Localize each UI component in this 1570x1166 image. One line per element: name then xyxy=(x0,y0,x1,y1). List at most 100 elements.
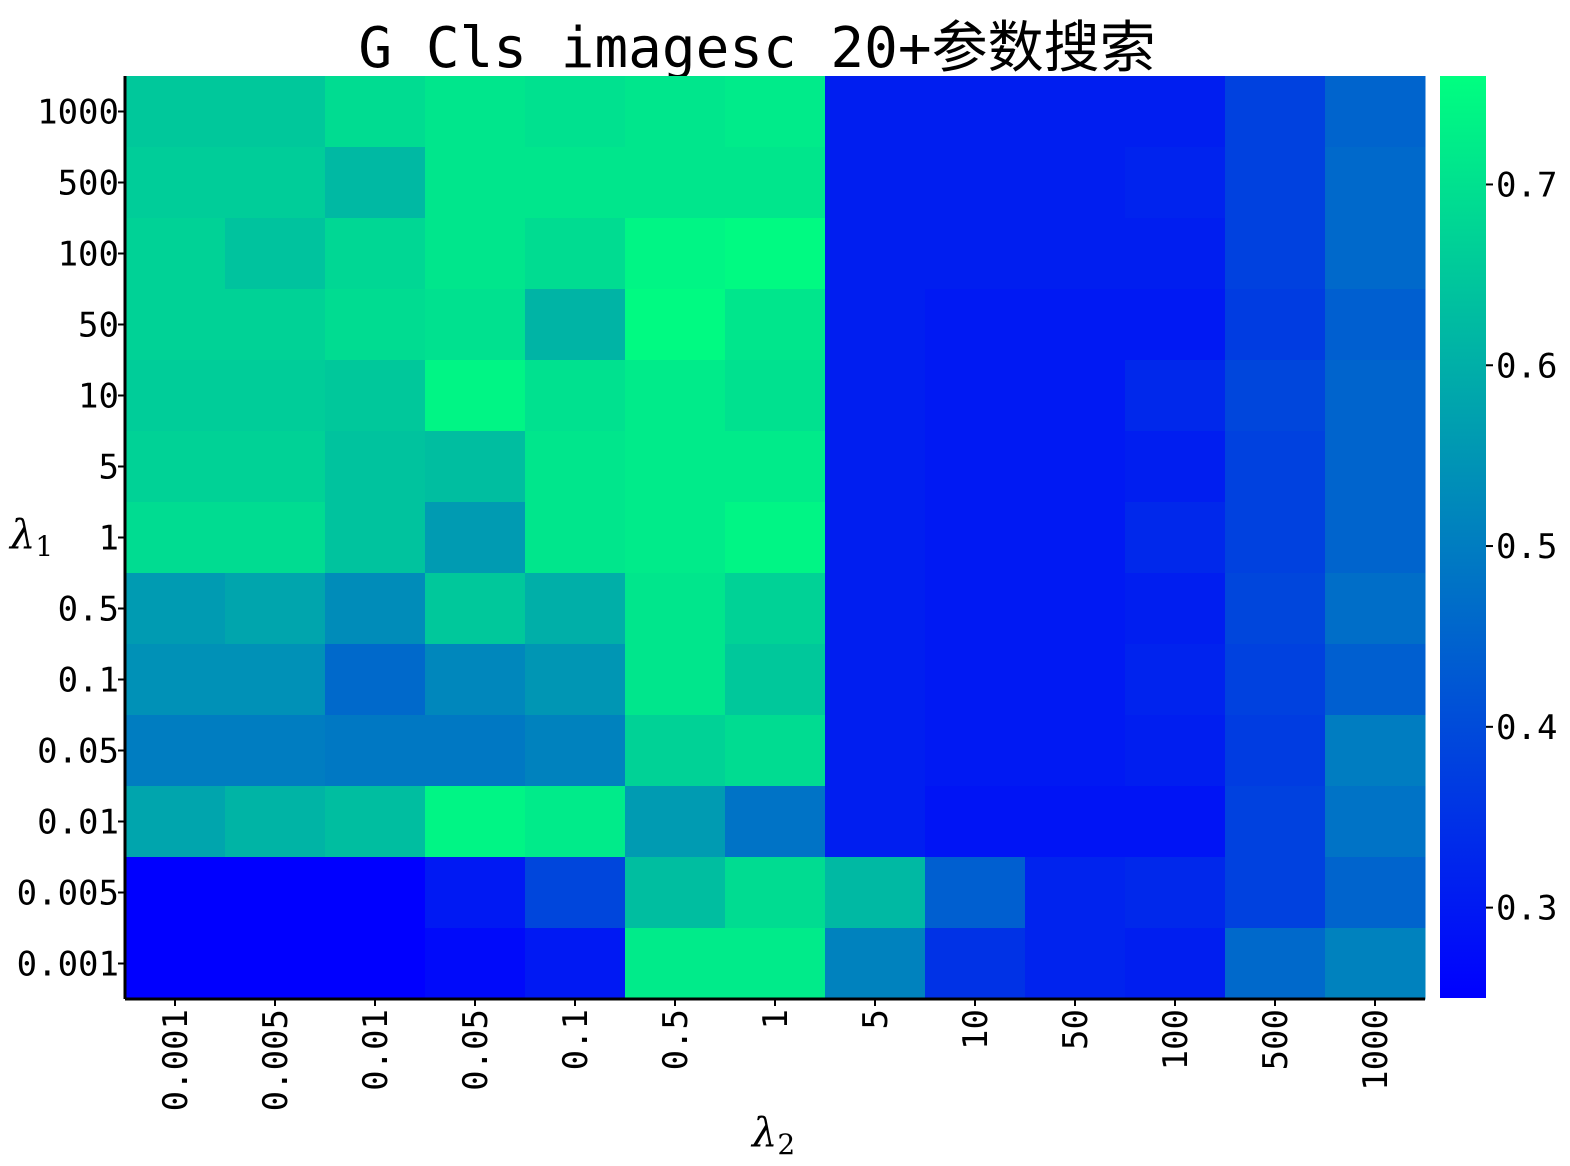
heatmap-cell xyxy=(1025,644,1126,716)
colorbar-tick-label: 0.4 xyxy=(1496,708,1557,748)
heatmap-cell xyxy=(1125,502,1226,574)
heatmap-cell xyxy=(925,76,1026,148)
heatmap-cell xyxy=(1125,928,1226,1000)
heatmap-cell xyxy=(1025,76,1126,148)
y-tick-label: 100 xyxy=(58,235,119,275)
heatmap-cell xyxy=(425,147,526,219)
x-tick-label: 0.05 xyxy=(456,1009,496,1091)
y-tick-label: 1000 xyxy=(37,93,119,133)
heatmap-cell xyxy=(1025,360,1126,432)
heatmap-cell xyxy=(525,715,626,787)
heatmap-cell xyxy=(1225,431,1326,503)
heatmap-cell xyxy=(825,431,926,503)
heatmap-cell xyxy=(425,431,526,503)
heatmap-cell xyxy=(1025,502,1126,574)
heatmap-cell xyxy=(225,786,326,858)
y-tick-labels: 1000 500 100 50 10 5 1 0.5 0.1 0.05 0.01 0.005 0.001 xyxy=(17,93,119,985)
heatmap-cell xyxy=(1125,857,1226,929)
heatmap-cell xyxy=(325,147,426,219)
y-tick-label: 10 xyxy=(78,377,119,417)
y-tick-label: 0.05 xyxy=(37,732,119,772)
heatmap-cell xyxy=(625,431,726,503)
heatmap-cell xyxy=(1325,928,1426,1000)
heatmap-cell xyxy=(625,786,726,858)
heatmap-cell xyxy=(1025,715,1126,787)
x-tick-label: 100 xyxy=(1156,1009,1196,1070)
heatmap-cell xyxy=(1325,502,1426,574)
heatmap-cell xyxy=(725,76,826,148)
heatmap-cell xyxy=(825,218,926,290)
heatmap-cell xyxy=(525,431,626,503)
heatmap-cell xyxy=(1225,573,1326,645)
heatmap-cell xyxy=(825,147,926,219)
heatmap-cell xyxy=(525,502,626,574)
heatmap-cell xyxy=(425,857,526,929)
heatmap-cell xyxy=(525,857,626,929)
colorbar-ticks: 0.3 0.4 0.5 0.6 0.7 xyxy=(1486,165,1557,929)
heatmap-cell xyxy=(525,573,626,645)
heatmap-cell xyxy=(325,431,426,503)
colorbar-tick-label: 0.5 xyxy=(1496,527,1557,567)
heatmap-cell xyxy=(1325,857,1426,929)
x-tick-label: 1000 xyxy=(1356,1009,1396,1091)
heatmap-cell xyxy=(1025,431,1126,503)
heatmap-cell xyxy=(225,218,326,290)
heatmap-cell xyxy=(125,502,226,574)
heatmap-cell xyxy=(425,360,526,432)
y-tick-label: 5 xyxy=(99,448,119,488)
heatmap-cell xyxy=(325,715,426,787)
x-tick-labels: 0.001 0.005 0.01 0.05 0.1 0.5 1 5 10 50 100 500 1000 xyxy=(156,1009,1396,1111)
heatmap-cell xyxy=(625,644,726,716)
heatmap-cell xyxy=(1125,786,1226,858)
heatmap-cell xyxy=(325,502,426,574)
heatmap-cell xyxy=(425,573,526,645)
heatmap-cell xyxy=(1125,289,1226,361)
heatmap-cell xyxy=(1125,218,1226,290)
x-axis-label: λ2 xyxy=(750,1110,795,1161)
heatmap-cell xyxy=(1325,715,1426,787)
heatmap-cell xyxy=(125,360,226,432)
y-tick-label: 1 xyxy=(99,519,119,559)
heatmap-cell xyxy=(125,76,226,148)
heatmap-cell xyxy=(925,360,1026,432)
heatmap-cell xyxy=(725,928,826,1000)
heatmap-cell xyxy=(1225,928,1326,1000)
heatmap-cell xyxy=(525,928,626,1000)
heatmap-cell xyxy=(625,928,726,1000)
heatmap-cell xyxy=(925,289,1026,361)
heatmap-cells xyxy=(125,76,1426,1000)
heatmap-cell xyxy=(625,289,726,361)
y-tick-label: 0.005 xyxy=(17,874,119,914)
heatmap-cell xyxy=(825,715,926,787)
heatmap-cell xyxy=(1125,644,1226,716)
heatmap-cell xyxy=(925,786,1026,858)
heatmap-cell xyxy=(525,360,626,432)
x-tick-label: 50 xyxy=(1056,1009,1096,1050)
heatmap-cell xyxy=(1225,147,1326,219)
x-tick-label: 10 xyxy=(956,1009,996,1050)
heatmap-cell xyxy=(725,715,826,787)
y-tick-label: 0.01 xyxy=(37,803,119,843)
heatmap-cell xyxy=(925,928,1026,1000)
y-tick-label: 500 xyxy=(58,164,119,204)
heatmap-cell xyxy=(225,289,326,361)
heatmap-cell xyxy=(125,857,226,929)
heatmap-cell xyxy=(225,147,326,219)
heatmap-cell xyxy=(125,289,226,361)
heatmap-cell xyxy=(525,289,626,361)
heatmap-cell xyxy=(125,928,226,1000)
heatmap-cell xyxy=(625,147,726,219)
heatmap-cell xyxy=(325,360,426,432)
y-tick-label: 50 xyxy=(78,306,119,346)
heatmap-cell xyxy=(925,431,1026,503)
x-tick-label: 0.001 xyxy=(156,1009,196,1111)
heatmap-cell xyxy=(625,502,726,574)
heatmap-cell xyxy=(1025,218,1126,290)
heatmap-cell xyxy=(625,715,726,787)
heatmap-cell xyxy=(125,218,226,290)
heatmap-cell xyxy=(725,431,826,503)
heatmap-cell xyxy=(1225,76,1326,148)
heatmap-cell xyxy=(125,147,226,219)
heatmap-cell xyxy=(725,786,826,858)
